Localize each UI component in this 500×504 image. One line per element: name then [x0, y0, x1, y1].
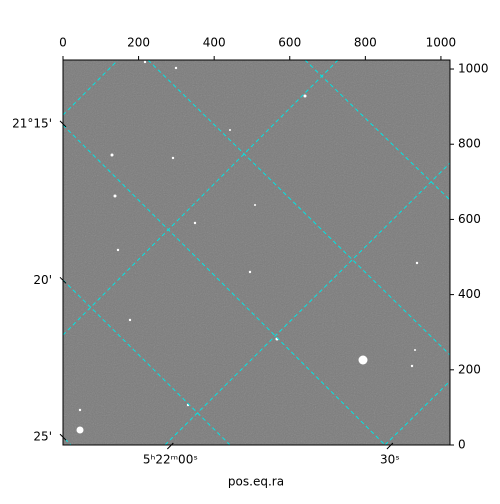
dec-tick-label: 25': [33, 430, 52, 444]
grid-line: [63, 60, 339, 336]
x-tick-label: 800: [354, 36, 377, 50]
y-tick-label: 0: [458, 438, 466, 452]
x-tick-label: 400: [203, 36, 226, 50]
grid-line: [164, 162, 450, 445]
x-tick-label: 0: [59, 36, 67, 50]
dec-tick: [59, 433, 67, 441]
dec-tick: [59, 276, 67, 284]
dec-tick: [59, 120, 67, 128]
dec-tick-label: 21°15': [12, 116, 52, 130]
grid-line: [63, 60, 119, 116]
ra-tick-label: 5ʰ22ᵐ00ˢ: [143, 453, 198, 467]
y-tick-label: 200: [458, 362, 481, 376]
y-tick-label: 1000: [458, 62, 489, 76]
ra-tick: [166, 442, 174, 450]
grid-line: [63, 124, 386, 445]
grid-line: [384, 380, 450, 445]
x-axis-label: pos.eq.ra: [228, 475, 284, 489]
ra-tick-label: 30ˢ: [380, 453, 400, 467]
ra-tick: [386, 442, 394, 450]
grid-line: [147, 60, 450, 356]
coordinate-grid: [63, 60, 450, 445]
x-tick-label: 1000: [426, 36, 457, 50]
plot-frame: [62, 59, 451, 446]
grid-line: [304, 60, 450, 201]
x-tick-label: 600: [278, 36, 301, 50]
y-tick-label: 800: [458, 137, 481, 151]
y-tick-label: 600: [458, 212, 481, 226]
y-tick-label: 400: [458, 287, 481, 301]
x-tick-label: 200: [127, 36, 150, 50]
sky-image: [63, 60, 450, 445]
dec-tick-label: 20': [33, 273, 52, 287]
